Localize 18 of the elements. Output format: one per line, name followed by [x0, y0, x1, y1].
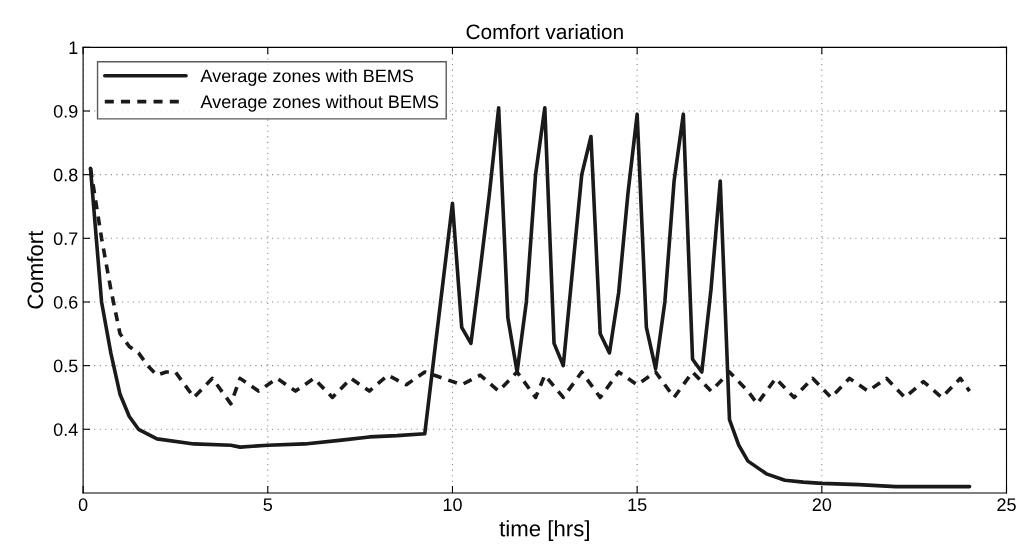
legend-label: Average zones without BEMS [200, 94, 439, 112]
chart-title: Comfort variation [466, 23, 623, 40]
y-tick-label: 1 [69, 41, 78, 54]
x-tick-label: 25 [997, 498, 1016, 512]
x-tick-label: 0 [78, 498, 88, 512]
y-tick-label: 0.6 [53, 295, 78, 309]
y-axis-title: Comfort [26, 230, 44, 309]
x-tick-label: 5 [263, 498, 273, 512]
x-tick-label: 15 [628, 498, 647, 512]
y-tick-label: 0.4 [53, 423, 78, 437]
y-tick-label: 0.7 [53, 232, 78, 246]
y-tick-label: 0.9 [53, 104, 78, 118]
y-tick-label: 0.8 [53, 168, 78, 182]
x-tick-label: 20 [812, 498, 832, 512]
legend-label: Average zones with BEMS [200, 69, 414, 86]
x-tick-label: 10 [443, 498, 462, 512]
y-tick-label: 0.5 [53, 359, 78, 373]
x-axis-title: time [hrs] [499, 520, 589, 541]
